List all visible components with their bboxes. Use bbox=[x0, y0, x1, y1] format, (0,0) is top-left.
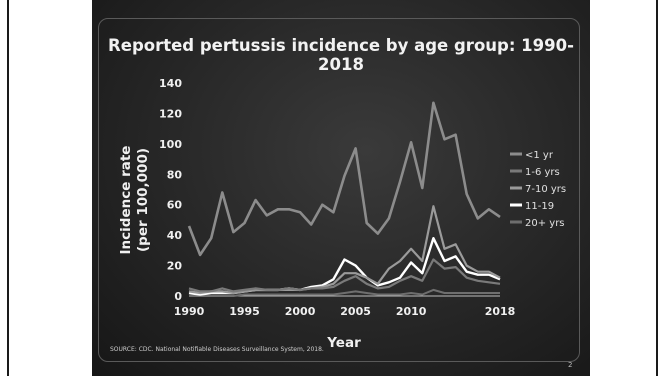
y-tick-label: 0 bbox=[174, 290, 182, 303]
y-tick-label: 60 bbox=[167, 199, 183, 212]
page-frame-right bbox=[656, 0, 658, 376]
legend: <1 yr 1-6 yrs 7-10 yrs 11-19 20+ yrs bbox=[510, 150, 566, 229]
y-tick-label: 100 bbox=[159, 138, 182, 151]
legend-label: 7-10 yrs bbox=[525, 184, 566, 195]
x-tick-label: 2018 bbox=[485, 305, 516, 318]
y-axis-title-line: Incidence rate bbox=[118, 146, 134, 255]
y-tick-label: 40 bbox=[167, 229, 183, 242]
y-tick-label: 140 bbox=[159, 77, 182, 90]
y-tick-label: 80 bbox=[167, 168, 183, 181]
y-axis-title: Incidence rate(per 100,000) bbox=[118, 146, 151, 255]
page-frame-left bbox=[7, 0, 9, 376]
y-tick-label: 120 bbox=[159, 107, 182, 120]
series-lines bbox=[187, 101, 501, 297]
series-line bbox=[188, 205, 501, 295]
slide-border bbox=[98, 18, 580, 362]
x-tick-label: 2005 bbox=[340, 305, 371, 318]
slide: Reported pertussis incidence by age grou… bbox=[92, 0, 590, 376]
legend-label: 11-19 bbox=[525, 201, 554, 212]
x-axis-title: Year bbox=[326, 335, 361, 351]
y-axis-title-line: (per 100,000) bbox=[135, 148, 151, 252]
x-tick-label: 1990 bbox=[174, 305, 205, 318]
legend-label: <1 yr bbox=[525, 150, 554, 161]
legend-label: 1-6 yrs bbox=[525, 167, 560, 178]
y-tick-label: 20 bbox=[167, 260, 183, 273]
chart-svg: 0 20 40 60 80 100 120 140 1990 1995 2000 2005 2010 20… bbox=[118, 77, 566, 351]
legend-label: 20+ yrs bbox=[525, 218, 565, 229]
page-number: 2 bbox=[568, 361, 573, 369]
x-tick-label: 1995 bbox=[229, 305, 260, 318]
chart-title: Reported pertussis incidence by age grou… bbox=[108, 36, 574, 74]
source-note: SOURCE: CDC. National Notifiable Disease… bbox=[110, 346, 324, 353]
x-tick-label: 2010 bbox=[396, 305, 427, 318]
x-tick-label: 2000 bbox=[285, 305, 316, 318]
axes: 0 20 40 60 80 100 120 140 1990 1995 2000 2005 2010 20… bbox=[159, 77, 515, 318]
series-line bbox=[189, 288, 500, 297]
series-line bbox=[188, 258, 501, 293]
series-line bbox=[187, 101, 501, 257]
